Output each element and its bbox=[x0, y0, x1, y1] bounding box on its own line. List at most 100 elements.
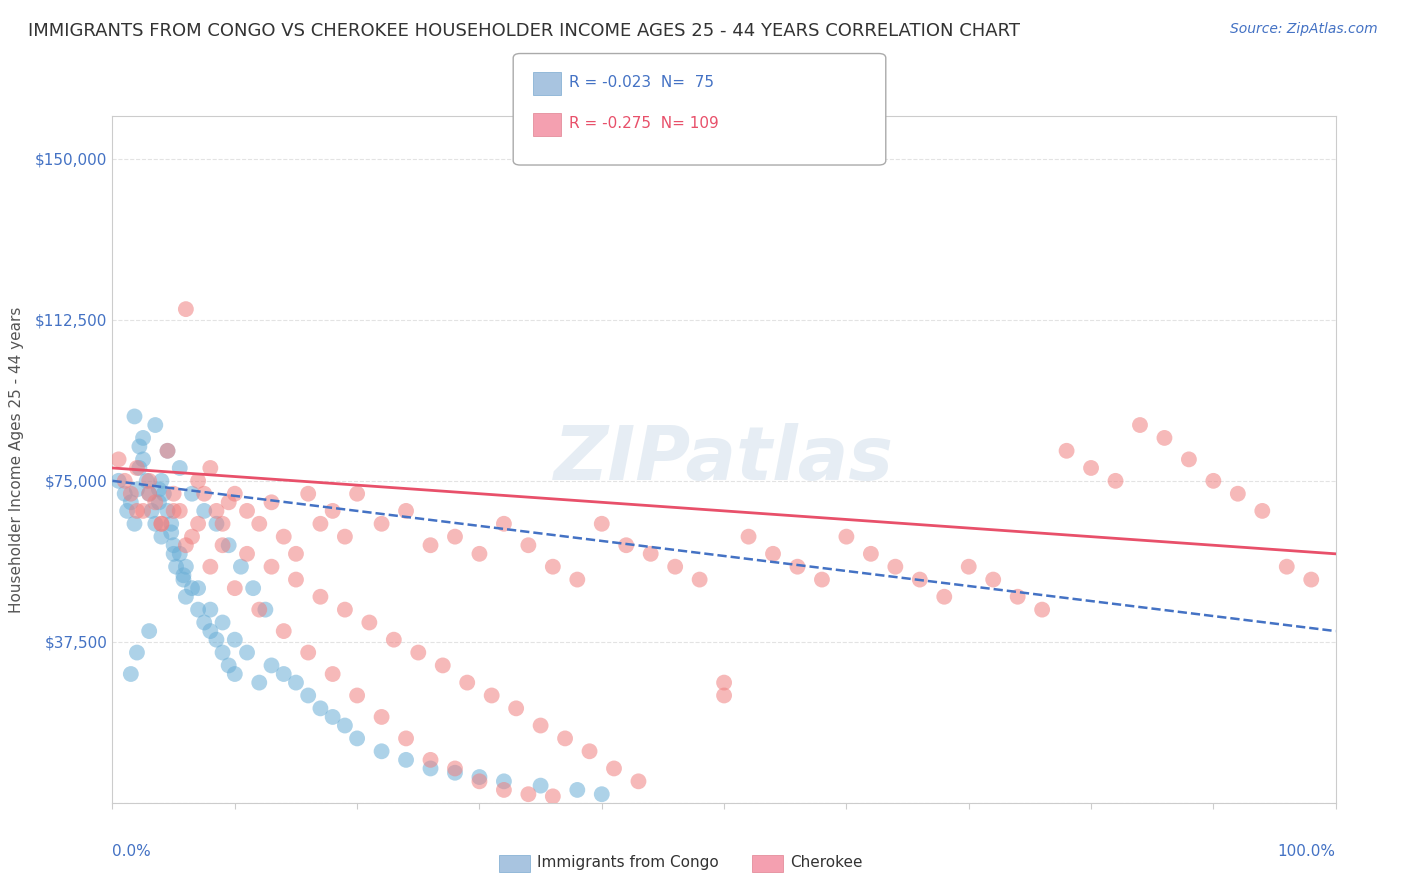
Point bbox=[981, 573, 1004, 587]
Point bbox=[541, 559, 564, 574]
Point bbox=[517, 787, 540, 801]
Point bbox=[193, 615, 215, 630]
Point bbox=[218, 658, 240, 673]
Point bbox=[395, 504, 418, 518]
Point bbox=[156, 504, 179, 518]
Point bbox=[1007, 590, 1029, 604]
Point bbox=[172, 573, 194, 587]
Point bbox=[224, 632, 246, 647]
Point bbox=[260, 495, 283, 509]
Point bbox=[247, 602, 270, 616]
Point bbox=[224, 581, 246, 595]
Text: IMMIGRANTS FROM CONGO VS CHEROKEE HOUSEHOLDER INCOME AGES 25 - 44 YEARS CORRELAT: IMMIGRANTS FROM CONGO VS CHEROKEE HOUSEH… bbox=[28, 22, 1021, 40]
Point bbox=[419, 753, 441, 767]
Point bbox=[1301, 573, 1323, 587]
Point bbox=[254, 602, 277, 616]
Point bbox=[273, 667, 295, 681]
Point bbox=[181, 530, 204, 544]
Point bbox=[247, 516, 270, 531]
Point bbox=[456, 675, 478, 690]
Point bbox=[419, 538, 441, 552]
Point bbox=[107, 474, 129, 488]
Point bbox=[627, 774, 650, 789]
Point bbox=[148, 495, 170, 509]
Point bbox=[205, 504, 228, 518]
Point bbox=[200, 559, 222, 574]
Point bbox=[382, 632, 405, 647]
Point bbox=[444, 761, 467, 775]
Point bbox=[370, 516, 392, 531]
Point bbox=[468, 770, 491, 784]
Point bbox=[492, 774, 515, 789]
Point bbox=[132, 431, 155, 445]
Point bbox=[359, 615, 381, 630]
Point bbox=[187, 474, 209, 488]
Point bbox=[148, 483, 170, 497]
Point bbox=[174, 302, 197, 317]
Text: 100.0%: 100.0% bbox=[1278, 844, 1336, 859]
Point bbox=[205, 516, 228, 531]
Point bbox=[160, 516, 183, 531]
Point bbox=[284, 675, 308, 690]
Point bbox=[174, 559, 197, 574]
Point bbox=[218, 538, 240, 552]
Point bbox=[236, 547, 259, 561]
Point bbox=[395, 731, 418, 746]
Point bbox=[614, 538, 637, 552]
Point bbox=[156, 443, 179, 458]
Point bbox=[174, 590, 197, 604]
Point bbox=[273, 530, 295, 544]
Point bbox=[346, 487, 368, 501]
Point bbox=[432, 658, 454, 673]
Point bbox=[211, 538, 233, 552]
Point bbox=[187, 602, 209, 616]
Point bbox=[505, 701, 527, 715]
Point bbox=[517, 538, 540, 552]
Point bbox=[181, 487, 204, 501]
Point bbox=[786, 559, 808, 574]
Point bbox=[811, 573, 834, 587]
Point bbox=[125, 504, 148, 518]
Point bbox=[309, 701, 332, 715]
Point bbox=[135, 474, 157, 488]
Point bbox=[419, 761, 441, 775]
Point bbox=[309, 516, 332, 531]
Point bbox=[260, 559, 283, 574]
Point bbox=[205, 632, 228, 647]
Point bbox=[128, 461, 150, 475]
Text: Cherokee: Cherokee bbox=[790, 855, 863, 870]
Point bbox=[273, 624, 295, 639]
Point bbox=[408, 646, 430, 660]
Point bbox=[640, 547, 662, 561]
Point bbox=[218, 495, 240, 509]
Point bbox=[224, 667, 246, 681]
Point bbox=[160, 525, 183, 540]
Point bbox=[187, 516, 209, 531]
Point bbox=[492, 783, 515, 797]
Point bbox=[169, 547, 191, 561]
Point bbox=[333, 602, 356, 616]
Point bbox=[163, 538, 186, 552]
Point bbox=[591, 516, 613, 531]
Point bbox=[143, 516, 166, 531]
Point bbox=[150, 474, 173, 488]
Point bbox=[835, 530, 858, 544]
Point bbox=[200, 602, 222, 616]
Point bbox=[1202, 474, 1225, 488]
Point bbox=[120, 495, 142, 509]
Point bbox=[884, 559, 907, 574]
Point bbox=[395, 753, 418, 767]
Point bbox=[138, 474, 160, 488]
Point bbox=[908, 573, 931, 587]
Point bbox=[260, 658, 283, 673]
Point bbox=[141, 504, 163, 518]
Point bbox=[138, 624, 160, 639]
Point bbox=[114, 474, 136, 488]
Point bbox=[114, 487, 136, 501]
Y-axis label: Householder Income Ages 25 - 44 years: Householder Income Ages 25 - 44 years bbox=[8, 306, 24, 613]
Point bbox=[468, 547, 491, 561]
Point bbox=[115, 504, 138, 518]
Point bbox=[150, 530, 173, 544]
Point bbox=[120, 487, 142, 501]
Point bbox=[322, 710, 344, 724]
